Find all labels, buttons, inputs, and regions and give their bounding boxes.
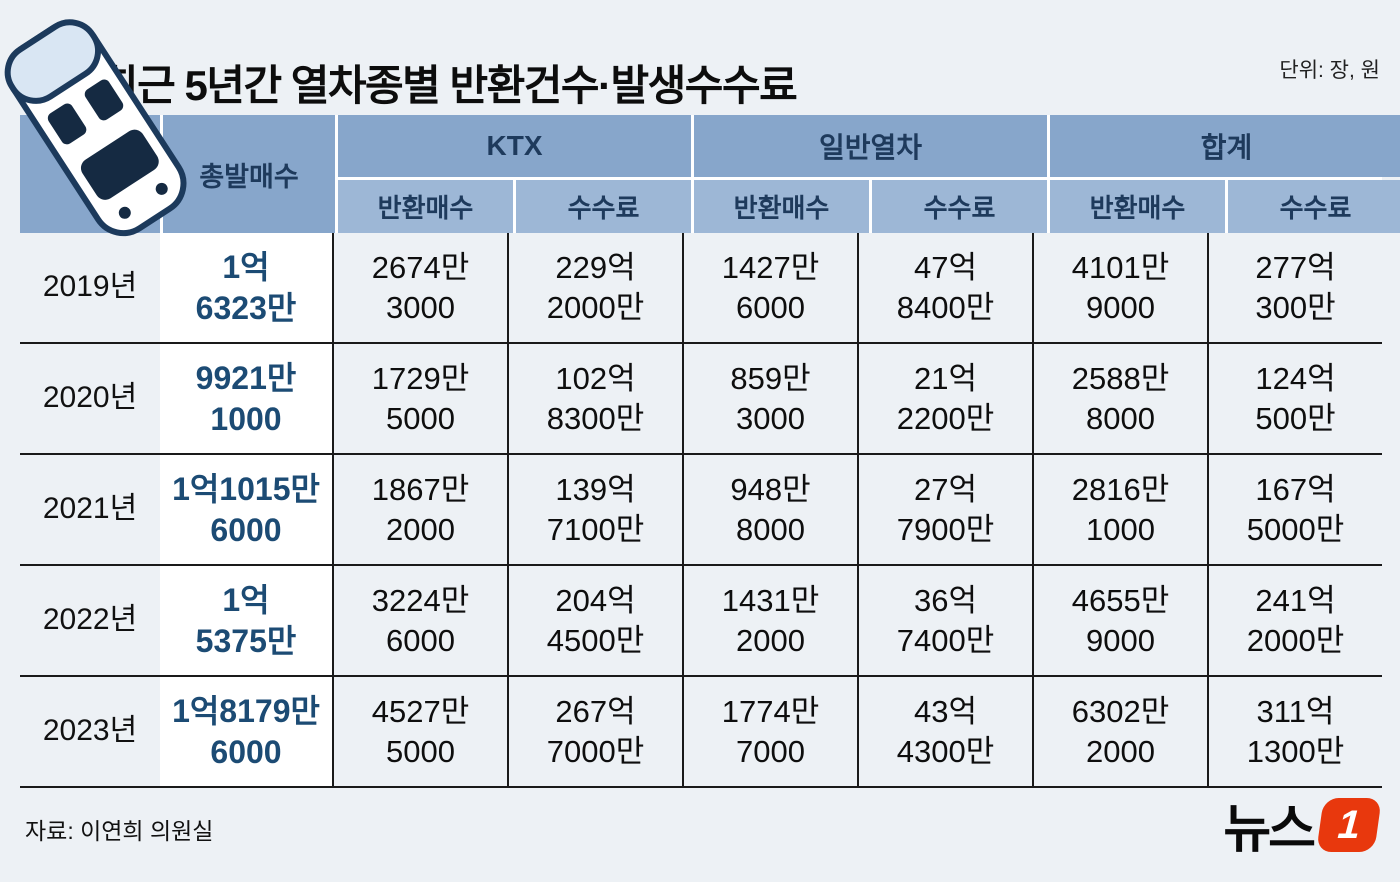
header-group-ktx: KTX <box>338 115 691 177</box>
table-header: 총발매수 KTX 일반열차 합계 반환매수 수수료 반환매수 수수료 반환매수 … <box>20 115 1400 233</box>
header-sum-fee: 수수료 <box>1228 180 1400 233</box>
sum-return-cell: 2588만 8000 <box>1032 344 1207 455</box>
header-group-sum: 합계 <box>1050 115 1400 177</box>
year-label: 2020년 <box>20 344 160 455</box>
sum-fee-cell: 311억 1300만 <box>1207 677 1382 788</box>
general-fee-cell: 43억 4300만 <box>857 677 1032 788</box>
page-title: 최근 5년간 열차종별 반환건수·발생수수료 <box>100 62 798 110</box>
train-illustration <box>4 19 187 237</box>
ktx-return-cell: 1867만 2000 <box>332 455 507 566</box>
header-general-return: 반환매수 <box>694 180 869 233</box>
source-note: 자료: 이연희 의원실 <box>25 818 214 844</box>
sum-return-cell: 4101만 9000 <box>1032 233 1207 344</box>
ktx-fee-cell: 267억 7000만 <box>507 677 682 788</box>
sum-fee-cell: 241억 2000만 <box>1207 566 1382 677</box>
header-group-general: 일반열차 <box>694 115 1047 177</box>
general-return-cell: 948만 8000 <box>682 455 857 566</box>
total-issued-cell: 9921만 1000 <box>160 344 332 455</box>
total-issued-cell: 1억 6323만 <box>160 233 332 344</box>
ktx-return-cell: 3224만 6000 <box>332 566 507 677</box>
ktx-fee-cell: 102억 8300만 <box>507 344 682 455</box>
data-table: 총발매수 KTX 일반열차 합계 반환매수 수수료 반환매수 수수료 반환매수 … <box>20 115 1400 788</box>
sum-return-cell: 6302만 2000 <box>1032 677 1207 788</box>
total-issued-cell: 1억 5375만 <box>160 566 332 677</box>
ktx-return-cell: 2674만 3000 <box>332 233 507 344</box>
general-fee-cell: 36억 7400만 <box>857 566 1032 677</box>
header-ktx-fee: 수수료 <box>516 180 691 233</box>
ktx-return-cell: 1729만 5000 <box>332 344 507 455</box>
header-total-issued: 총발매수 <box>163 115 335 233</box>
sum-fee-cell: 167억 5000만 <box>1207 455 1382 566</box>
total-issued-cell: 1억1015만 6000 <box>160 455 332 566</box>
table-body: 2019년 1억 6323만 2674만 3000 229억 2000만 142… <box>20 233 1382 788</box>
total-issued-cell: 1억8179만 6000 <box>160 677 332 788</box>
news1-logo-badge-digit: 1 <box>1336 802 1362 846</box>
general-return-cell: 859만 3000 <box>682 344 857 455</box>
sum-return-cell: 4655만 9000 <box>1032 566 1207 677</box>
year-label: 2021년 <box>20 455 160 566</box>
year-label: 2022년 <box>20 566 160 677</box>
sum-fee-cell: 124억 500만 <box>1207 344 1382 455</box>
unit-note: 단위: 장, 원 <box>1279 59 1380 82</box>
ktx-fee-cell: 204억 4500만 <box>507 566 682 677</box>
header-general-fee: 수수료 <box>872 180 1047 233</box>
ktx-return-cell: 4527만 5000 <box>332 677 507 788</box>
news1-logo: 뉴스 1 <box>1223 787 1382 862</box>
general-fee-cell: 47억 8400만 <box>857 233 1032 344</box>
general-fee-cell: 27억 7900만 <box>857 455 1032 566</box>
general-return-cell: 1774만 7000 <box>682 677 857 788</box>
header-sum-return: 반환매수 <box>1050 180 1225 233</box>
ktx-fee-cell: 139억 7100만 <box>507 455 682 566</box>
ktx-fee-cell: 229억 2000만 <box>507 233 682 344</box>
general-return-cell: 1427만 6000 <box>682 233 857 344</box>
sum-return-cell: 2816만 1000 <box>1032 455 1207 566</box>
year-label: 2019년 <box>20 233 160 344</box>
news1-logo-badge: 1 <box>1316 797 1382 852</box>
header-ktx-return: 반환매수 <box>338 180 513 233</box>
year-label: 2023년 <box>20 677 160 788</box>
news1-logo-text: 뉴스 <box>1223 801 1316 859</box>
sum-fee-cell: 277억 300만 <box>1207 233 1382 344</box>
general-return-cell: 1431만 2000 <box>682 566 857 677</box>
general-fee-cell: 21억 2200만 <box>857 344 1032 455</box>
